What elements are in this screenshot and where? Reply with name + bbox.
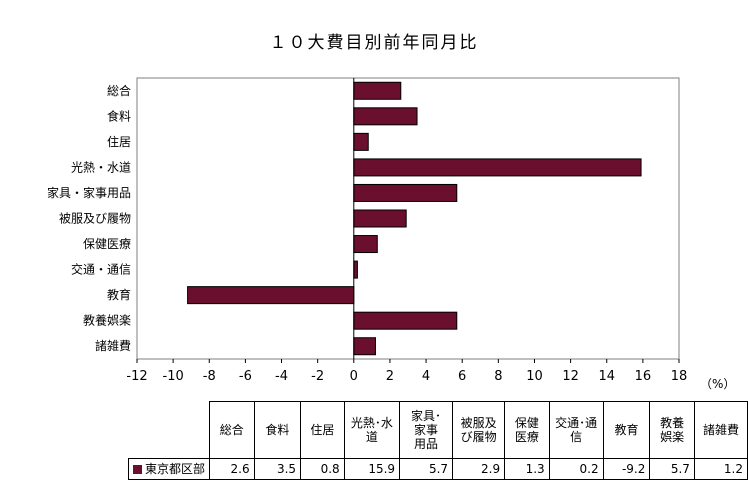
bar-1 [353,107,418,126]
table-header-0: 総合 [209,401,255,459]
data-table: 総合 食料 住居 光熱･水道家具･ 家事 用品 被服及 び履物 保健 医療 交通･通信教育 教養 娯楽諸… [127,401,748,480]
table-header-6: 保健 医療 [504,401,550,459]
table-header-8: 教育 [602,401,651,459]
bar-3 [353,158,642,177]
table-header-3: 光熱･水道 [343,401,401,459]
bar-0 [353,81,402,100]
table-header-5: 被服及 び履物 [452,401,506,459]
bar-2 [353,132,369,151]
plot-area [136,77,680,360]
bar-10 [353,337,376,356]
table-header-7: 交通･通信 [548,401,604,459]
bar-4 [353,183,458,202]
table-header-2: 住居 [300,401,345,459]
table-value-1: 3.5 [253,458,302,480]
chart-title: １０大費目別前年同月比 [269,33,479,53]
table-value-9: 5.7 [649,458,695,480]
bar-chart: 総合食料住居光熱・水道家具・家事用品被服及び履物保健医療交通・通信教育教養娯楽諸… [47,77,735,391]
table-header-4: 家具･ 家事 用品 [399,401,454,459]
bar-5 [353,209,407,228]
category-label-3: 光熱・水道 [71,160,131,174]
x-tick-label-9: 6 [458,369,466,384]
category-label-4: 家具・家事用品 [47,185,131,200]
x-tick-label-4: -4 [275,369,288,384]
series-row-label: 東京都区部 [127,458,211,480]
category-label-2: 住居 [107,135,131,149]
category-label-8: 教育 [107,287,131,302]
x-tick-label-7: 2 [386,369,394,384]
x-tick-label-14: 16 [635,369,652,384]
x-tick-label-1: -10 [163,369,184,384]
x-tick-label-0: -12 [126,369,147,384]
x-tick-label-3: -6 [239,369,252,384]
category-label-9: 教養娯楽 [83,313,131,328]
x-tick-label-13: 14 [598,369,615,384]
x-tick-label-12: 12 [562,369,579,384]
x-tick-label-5: -2 [311,369,324,384]
bar-7 [353,260,358,279]
table-value-10: 1.2 [693,458,748,480]
category-label-1: 食料 [107,108,131,123]
table-header-row: 総合 食料 住居 光熱･水道家具･ 家事 用品 被服及 び履物 保健 医療 交通･通信教育 教養 娯楽諸… [128,401,748,459]
bar-9 [353,311,458,330]
x-tick-label-11: 10 [526,369,543,384]
table-value-5: 2.9 [452,458,506,480]
table-value-7: 0.2 [548,458,604,480]
category-label-7: 交通・通信 [71,262,131,277]
x-tick-label-10: 8 [494,369,502,384]
x-tick-label-6: 0 [350,369,358,384]
category-label-0: 総合 [107,83,131,98]
category-label-6: 保健医療 [83,237,131,251]
legend-swatch [133,465,142,474]
category-label-10: 諸雑費 [95,338,131,353]
x-tick-label-15: 18 [671,369,688,384]
x-unit-label: （%） [700,377,735,391]
table-value-row: 東京都区部 2.6 3.5 0.8 15.9 5.7 2.9 1.3 0.2 -9.2 5.7 1.… [127,458,748,480]
bar-8 [187,286,355,305]
bar-6 [353,235,378,254]
table-header-9: 教養 娯楽 [649,401,695,459]
table-header-10: 諸雑費 [693,401,748,459]
x-tick-label-2: -8 [203,369,216,384]
table-value-6: 1.3 [504,458,550,480]
category-label-5: 被服及び履物 [59,212,131,226]
table-value-0: 2.6 [209,458,255,480]
table-value-8: -9.2 [602,458,651,480]
table-value-2: 0.8 [300,458,345,480]
table-header-1: 食料 [253,401,302,459]
table-value-3: 15.9 [343,458,401,480]
x-tick-label-8: 4 [422,369,430,384]
table-value-4: 5.7 [399,458,454,480]
